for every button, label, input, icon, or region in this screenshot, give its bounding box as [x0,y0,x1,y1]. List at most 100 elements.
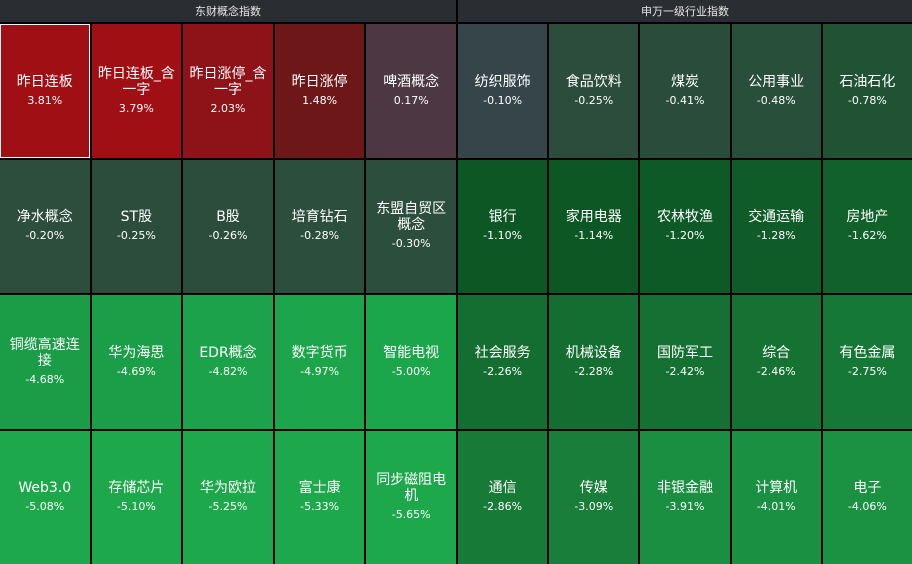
tile-change-percent: -4.06% [847,500,887,514]
tile-change-percent: -0.41% [665,93,705,107]
heatmap-tile[interactable]: 铜缆高速连接 -4.68% [0,295,90,429]
heatmap-tile[interactable]: 昨日涨停_含一字 2.03% [183,24,273,158]
heatmap-tile[interactable]: 东盟自贸区概念 -0.30% [366,159,456,293]
heatmap-tile[interactable]: 数字货币 -4.97% [274,295,365,429]
tile-change-percent: -3.09% [574,500,614,514]
tile-name: 昨日涨停_含一字 [189,65,267,98]
tile-change-percent: -5.33% [300,500,340,514]
heatmap-tile[interactable]: 综合 -2.46% [731,295,821,429]
tile-name: 公用事业 [748,73,805,90]
tile-name: 同步磁阻电机 [376,472,447,505]
heatmap-tile[interactable]: 交通运输 -1.28% [731,159,821,293]
heatmap-tile[interactable]: 有色金属 -2.75% [822,295,912,429]
tile-change-percent: 1.48% [302,93,338,107]
tile-name: 存储芯片 [108,480,165,497]
heatmap-tile[interactable]: 通信 -2.86% [458,430,548,564]
tile-change-percent: 3.81% [27,93,63,107]
tile-change-percent: -2.42% [665,364,705,378]
tile-name: 交通运输 [748,209,805,226]
heatmap-tile[interactable]: 房地产 -1.62% [822,159,912,293]
panel-title: 东财概念指数 [0,0,456,23]
heatmap-tile[interactable]: 昨日涨停 1.48% [274,24,365,158]
tile-name: 机械设备 [565,344,622,361]
tile-name: EDR概念 [199,344,257,361]
heatmap-tile[interactable]: 农林牧渔 -1.20% [640,159,730,293]
tile-name: 社会服务 [474,344,531,361]
heatmap-tile[interactable]: 国防军工 -2.42% [640,295,730,429]
tile-change-percent: -4.01% [756,500,796,514]
tile-name: 华为欧拉 [199,480,256,497]
tile-name: 食品饮料 [565,73,622,90]
heatmap-tile[interactable]: B股 -0.26% [183,159,273,293]
tile-name: 东盟自贸区概念 [376,201,447,234]
tile-change-percent: 2.03% [210,101,246,115]
tile-name: 通信 [488,480,517,497]
tile-change-percent: -5.08% [25,500,65,514]
heatmap-tile[interactable]: 计算机 -4.01% [731,430,821,564]
heatmap-tile[interactable]: EDR概念 -4.82% [183,295,273,429]
tile-change-percent: -0.25% [116,229,156,243]
tile-change-percent: -5.65% [391,508,431,522]
tile-name: 银行 [488,209,517,226]
heatmap-tile[interactable]: ST股 -0.25% [91,159,182,293]
tile-change-percent: -0.48% [756,93,796,107]
tile-change-percent: -2.86% [483,500,523,514]
tile-change-percent: -2.46% [756,364,796,378]
tile-name: 农林牧渔 [656,209,713,226]
heatmap-tile[interactable]: 公用事业 -0.48% [731,24,821,158]
tile-change-percent: -3.91% [665,500,705,514]
heatmap-tile[interactable]: 智能电视 -5.00% [366,295,456,429]
tile-name: 昨日涨停 [291,73,348,90]
heatmap-tile[interactable]: 富士康 -5.33% [274,430,365,564]
heatmap-tile[interactable]: 存储芯片 -5.10% [91,430,182,564]
heatmap-tile[interactable]: 食品饮料 -0.25% [549,24,639,158]
heatmap-tile[interactable]: 家用电器 -1.14% [549,159,639,293]
heatmap-tile[interactable]: 机械设备 -2.28% [549,295,639,429]
tile-name: 纺织服饰 [474,73,531,90]
tile-name: 电子 [853,480,882,497]
tile-name: 铜缆高速连接 [9,336,80,369]
tile-name: 有色金属 [839,344,896,361]
tile-name: 净水概念 [16,209,73,226]
heatmap-tile[interactable]: 非银金融 -3.91% [640,430,730,564]
tile-name: 家用电器 [565,209,622,226]
tile-name: 非银金融 [656,480,713,497]
tile-change-percent: 0.17% [393,93,429,107]
heatmap-tile[interactable]: 银行 -1.10% [458,159,548,293]
heatmap-tile[interactable]: 纺织服饰 -0.10% [458,24,548,158]
tile-change-percent: -2.26% [483,364,523,378]
tile-grid: 纺织服饰 -0.10% 食品饮料 -0.25% 煤炭 -0.41% 公用事业 -0.48% 石油… [458,23,912,564]
concept-index-panel: 东财概念指数 昨日连板 3.81% 昨日连板_含一字 3.79% 昨日涨停_含一字 2.0… [0,0,456,564]
heatmap-tile[interactable]: 社会服务 -2.26% [458,295,548,429]
heatmap-tile[interactable]: Web3.0 -5.08% [0,430,90,564]
tile-change-percent: -1.20% [665,229,705,243]
tile-name: 智能电视 [383,344,440,361]
heatmap-tile[interactable]: 同步磁阻电机 -5.65% [366,430,456,564]
tile-name: 华为海思 [108,344,165,361]
heatmap-tile[interactable]: 培育钻石 -0.28% [274,159,365,293]
heatmap-tile[interactable]: 传媒 -3.09% [549,430,639,564]
tile-change-percent: -2.75% [847,364,887,378]
tile-name: 昨日连板_含一字 [97,65,175,98]
tile-name: 国防军工 [656,344,713,361]
heatmap-tile[interactable]: 电子 -4.06% [822,430,912,564]
tile-change-percent: -5.00% [391,364,431,378]
tile-change-percent: -1.14% [574,229,614,243]
tile-change-percent: -4.97% [300,364,340,378]
heatmap-tile[interactable]: 昨日连板_含一字 3.79% [91,24,182,158]
heatmap-tile[interactable]: 华为欧拉 -5.25% [183,430,273,564]
tile-name: 培育钻石 [291,209,348,226]
heatmap-tile[interactable]: 昨日连板 3.81% [0,24,90,158]
tile-name: 综合 [762,344,791,361]
tile-change-percent: -1.28% [756,229,796,243]
tile-name: 传媒 [579,480,608,497]
heatmap-tile[interactable]: 石油石化 -0.78% [822,24,912,158]
heatmap-tile[interactable]: 啤酒概念 0.17% [366,24,456,158]
tile-change-percent: -1.10% [483,229,523,243]
tile-change-percent: -2.28% [574,364,614,378]
heatmap-tile[interactable]: 华为海思 -4.69% [91,295,182,429]
heatmap-tile[interactable]: 净水概念 -0.20% [0,159,90,293]
heatmap-tile[interactable]: 煤炭 -0.41% [640,24,730,158]
tile-name: 富士康 [298,480,341,497]
